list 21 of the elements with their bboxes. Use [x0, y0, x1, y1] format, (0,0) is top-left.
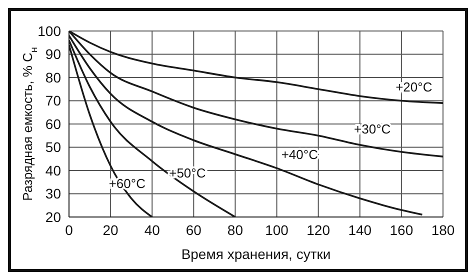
x-tick-label: 20	[102, 222, 119, 238]
x-tick-label: 180	[431, 222, 455, 238]
y-tick-label: 80	[45, 69, 62, 86]
x-tick-label: 80	[227, 222, 244, 238]
y-tick-label: 40	[45, 162, 62, 178]
y-tick-label: 100	[38, 22, 62, 39]
x-tick-label: 140	[348, 222, 372, 238]
x-tick-label: 40	[144, 222, 160, 238]
x-tick-label: 100	[265, 222, 289, 238]
x-axis-title: Время хранения, сутки	[181, 246, 331, 262]
y-tick-label: 30	[45, 186, 62, 202]
y-tick-label: 90	[45, 46, 62, 62]
y-tick-label: 20	[45, 208, 62, 225]
y-tick-label: 50	[45, 139, 62, 156]
annotation: +40°C	[281, 146, 318, 162]
y-tick-label: 60	[45, 116, 62, 132]
x-tick-label: 120	[306, 222, 330, 238]
y-tick-label: 70	[45, 92, 62, 109]
x-tick-label: 0	[65, 222, 74, 238]
x-tick-label: 60	[186, 222, 202, 238]
x-tick-label: 160	[390, 222, 414, 238]
